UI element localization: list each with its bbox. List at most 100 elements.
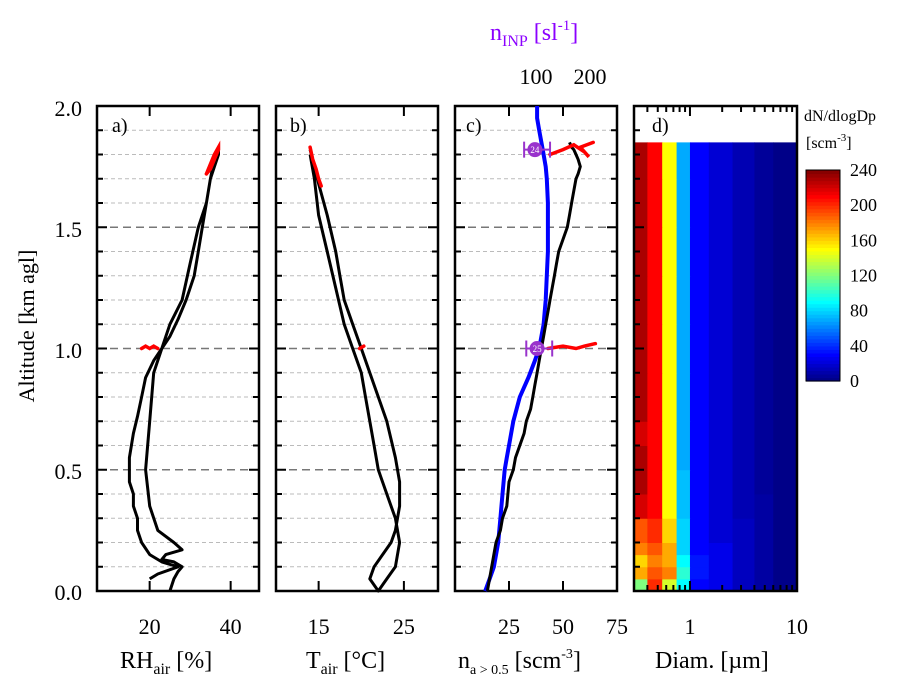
x-axis-label-d: Diam. [µm] — [655, 648, 769, 674]
colorbar-segment — [806, 314, 840, 319]
heatmap-cell — [647, 203, 663, 228]
colorbar-segment — [806, 345, 840, 350]
colorbar-unit: [scm-3] — [806, 132, 852, 152]
heatmap-cell — [634, 469, 648, 495]
heatmap-cell — [773, 300, 798, 325]
heatmap-cell — [773, 275, 798, 301]
heatmap-cell — [689, 203, 710, 228]
heatmap-cell — [647, 227, 663, 252]
heatmap-cell — [662, 566, 678, 580]
heatmap-cell — [647, 518, 663, 543]
x-tick-label: 25 — [393, 614, 415, 639]
heatmap-cell — [676, 469, 691, 495]
heatmap-cell — [732, 372, 755, 398]
heatmap-cell — [773, 518, 798, 543]
heatmap-cell — [732, 397, 755, 422]
colorbar-segment — [806, 275, 840, 280]
heatmap-cell — [662, 469, 678, 495]
heatmap-cell — [754, 227, 774, 252]
panel-c: 25 50 75 100 200 24 25 — [453, 64, 628, 639]
heatmap-cell — [647, 469, 663, 495]
heatmap-cell — [647, 494, 663, 519]
heatmap-cell — [708, 421, 734, 446]
x-tick-label: 20 — [139, 614, 161, 639]
profile-line — [127, 148, 220, 592]
heatmap-cell — [732, 578, 755, 592]
heatmap-cell — [676, 203, 691, 228]
colorbar-segment — [806, 303, 840, 308]
x-axis-label-c: na > 0.5 [scm-3] — [458, 647, 581, 677]
x-tick-label: 40 — [220, 614, 242, 639]
colorbar-segment — [806, 356, 840, 361]
heatmap-cell — [754, 372, 774, 398]
colorbar-segment — [806, 177, 840, 182]
colorbar-segment — [806, 363, 840, 368]
x-tick-label: 50 — [552, 614, 574, 639]
heatmap-cell — [662, 554, 678, 568]
heatmap-cell — [773, 251, 798, 277]
heatmap-cell — [754, 275, 774, 301]
inp-marker-label: 25 — [533, 344, 543, 354]
colorbar-segment — [806, 264, 840, 270]
highlight-line — [204, 140, 221, 176]
heatmap-cell — [676, 251, 691, 277]
heatmap-cell — [647, 397, 663, 422]
heatmap-cell — [662, 578, 678, 592]
heatmap-cell — [647, 275, 663, 301]
heatmap-cell — [676, 227, 691, 252]
colorbar-tick-label: 40 — [850, 336, 868, 356]
heatmap-cell — [676, 445, 691, 471]
colorbar-segment — [806, 233, 840, 238]
profile-line — [308, 149, 402, 593]
colorbar-segment — [806, 370, 840, 375]
heatmap-cell — [754, 178, 774, 204]
colorbar-segment — [806, 215, 840, 220]
heatmap-cell — [732, 300, 755, 325]
heatmap-cell — [708, 178, 734, 204]
panel-d: 1 10 — [632, 104, 808, 639]
colorbar-segment — [806, 243, 840, 248]
heatmap-cell — [732, 542, 755, 556]
highlight-line — [139, 344, 160, 351]
heatmap-cell — [732, 324, 755, 349]
heatmap-cell — [676, 324, 691, 349]
heatmap-cell — [689, 372, 710, 398]
heatmap-cell — [662, 142, 678, 180]
heatmap-cell — [634, 542, 648, 556]
heatmap-cell — [754, 469, 774, 495]
heatmap-cell — [662, 518, 678, 543]
heatmap-cell — [634, 578, 648, 592]
colorbar-title: dN/dlogDp — [804, 108, 876, 125]
colorbar-segment — [806, 307, 840, 312]
colorbar-tick-label: 160 — [850, 230, 877, 250]
heatmap-cell — [708, 142, 734, 180]
colorbar-segment — [806, 184, 840, 189]
colorbar-segment — [806, 317, 840, 322]
heatmap-cell — [676, 542, 691, 556]
heatmap-cell — [689, 275, 710, 301]
heatmap-cell — [708, 445, 734, 471]
heatmap-cell — [647, 251, 663, 277]
heatmap-cell — [662, 494, 678, 519]
heatmap-cell — [773, 566, 798, 580]
heatmap-cell — [676, 421, 691, 446]
colorbar-segment — [806, 359, 840, 365]
panel-label-b: b) — [290, 115, 307, 137]
heatmap-cell — [754, 566, 774, 580]
heatmap-cell — [676, 397, 691, 422]
heatmap-cell — [773, 494, 798, 519]
heatmap-cell — [662, 372, 678, 398]
colorbar-segment — [806, 236, 840, 241]
colorbar-segment — [806, 352, 840, 357]
heatmap-cell — [689, 494, 710, 519]
colorbar-segment — [806, 268, 840, 273]
colorbar-segment — [806, 271, 840, 277]
heatmap-cell — [634, 554, 648, 568]
heatmap-cell — [773, 178, 798, 204]
heatmap-cell — [676, 566, 691, 580]
colorbar-segment — [806, 377, 840, 382]
colorbar-segment — [806, 222, 840, 227]
heatmap-cell — [689, 348, 710, 374]
panel-b: 15 25 — [274, 104, 440, 639]
heatmap-cell — [732, 348, 755, 374]
